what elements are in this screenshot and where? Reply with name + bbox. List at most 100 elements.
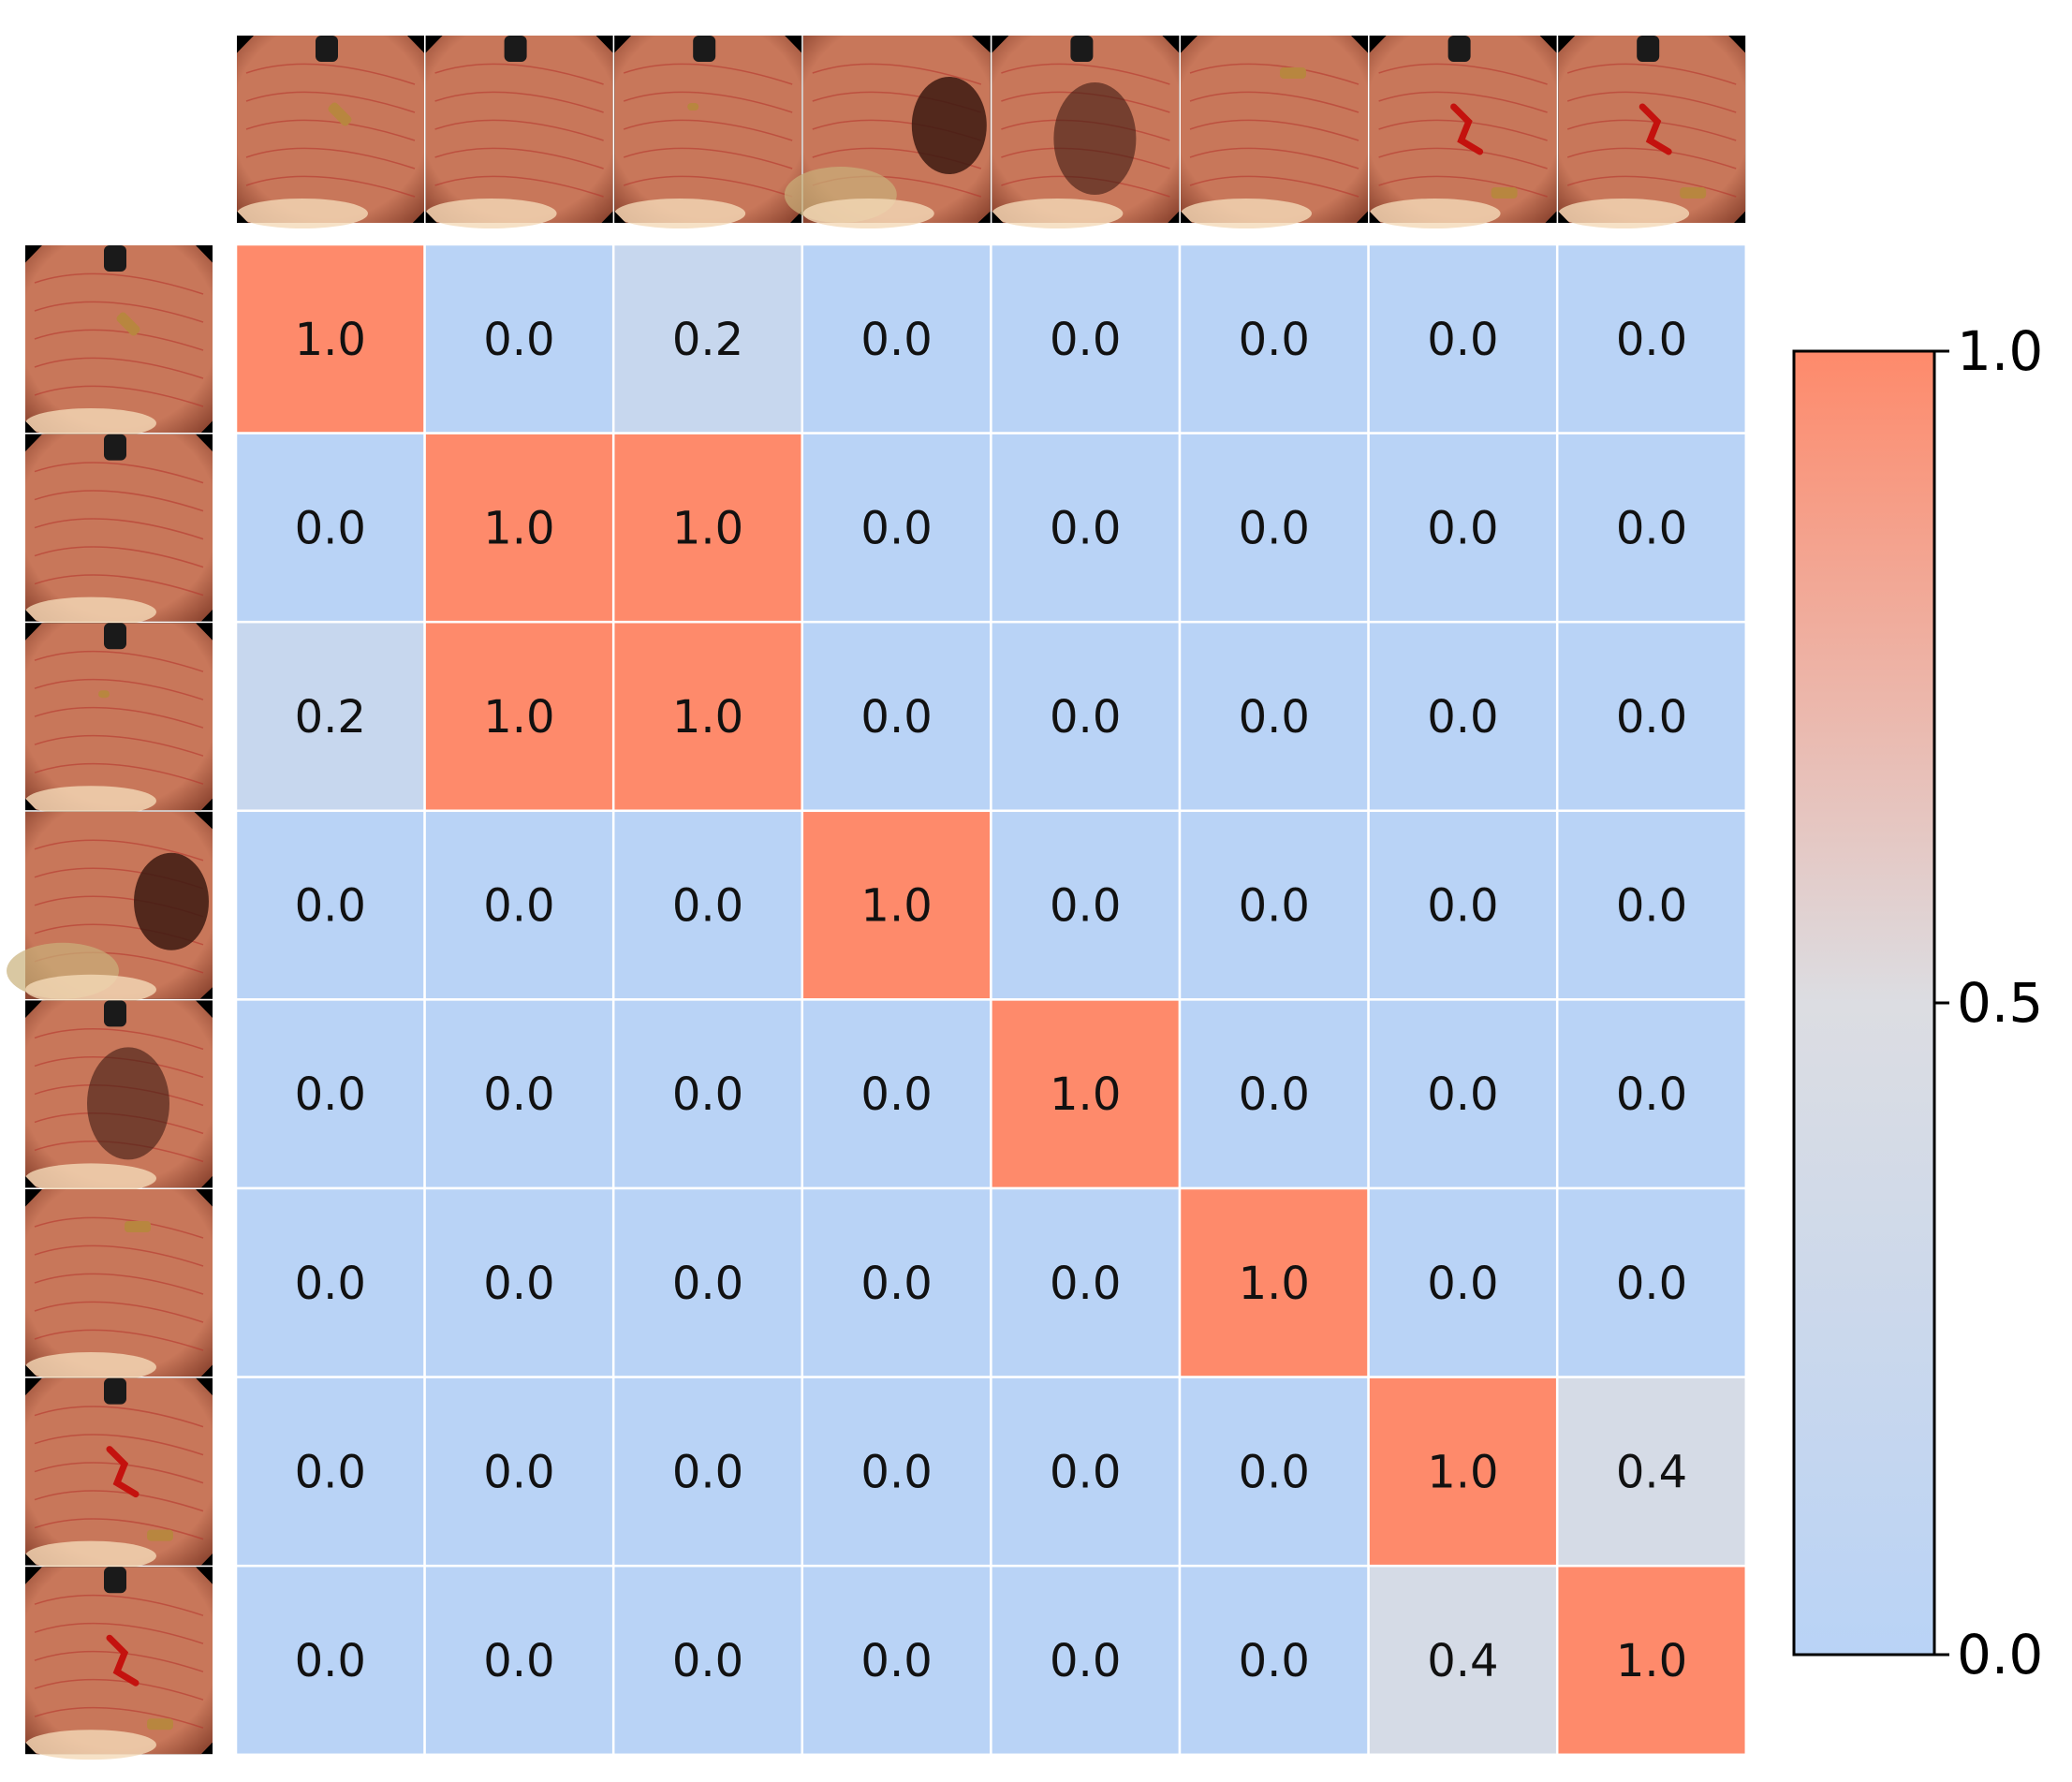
- heatmap-cell: 0.0: [990, 1564, 1182, 1757]
- cell-value-label: 0.0: [860, 314, 932, 366]
- cell-value-label: 0.0: [483, 1446, 554, 1498]
- heatmap-cell-rect: [611, 432, 804, 624]
- cell-value-label: 0.0: [1050, 691, 1121, 744]
- heatmap-cell-rect: [611, 1564, 804, 1757]
- heatmap-cell: 0.0: [1367, 1186, 1559, 1378]
- thumbnail-image: [614, 36, 802, 228]
- endoscopy-thumbnail: [237, 36, 424, 228]
- heatmap-cell: 0.0: [990, 1376, 1182, 1568]
- heatmap-cell: 0.0: [1555, 1186, 1748, 1378]
- cell-value-label: 0.0: [483, 1258, 554, 1310]
- heatmap-cell-rect: [1555, 1376, 1748, 1568]
- heatmap-cell-rect: [801, 809, 992, 1001]
- heatmap-cell-rect: [234, 620, 426, 813]
- endoscopy-thumbnail: [992, 36, 1180, 228]
- cell-value-label: 0.0: [295, 502, 366, 554]
- heatmap-cell: 0.0: [611, 809, 804, 1001]
- cell-value-label: 0.0: [672, 880, 743, 933]
- heatmap-cell: 0.0: [423, 998, 615, 1190]
- cell-value-label: 0.4: [1427, 1635, 1498, 1687]
- cell-value-label: 0.0: [1427, 1068, 1498, 1121]
- heatmap-cell: 1.0: [423, 620, 615, 813]
- cell-value-label: 0.0: [672, 1068, 743, 1121]
- colorbar-tick-label: 0.5: [1957, 971, 2043, 1035]
- cell-value-label: 0.0: [1427, 691, 1498, 744]
- heatmap-cell: 0.0: [423, 1376, 615, 1568]
- heatmap-cell: 0.0: [1555, 809, 1748, 1001]
- endoscopy-thumbnail: [25, 1377, 213, 1571]
- heatmap-cell-rect: [1555, 809, 1748, 1001]
- endoscopy-thumbnail: [25, 1189, 213, 1382]
- endoscopy-thumbnail: [25, 1567, 213, 1760]
- colorbar-gradient: [1792, 349, 1936, 1657]
- heatmap-cell-rect: [990, 809, 1182, 1001]
- endoscopy-thumbnail: [25, 1000, 213, 1194]
- heatmap-cell: 0.2: [611, 243, 804, 434]
- heatmap-cell: 0.0: [423, 1564, 615, 1757]
- cell-value-label: 0.0: [1239, 1446, 1310, 1498]
- heatmap-cell: 0.0: [990, 1186, 1182, 1378]
- heatmap-cell: 1.0: [1178, 1186, 1370, 1378]
- endoscopy-thumbnail: [25, 434, 213, 627]
- thumbnail-image: [25, 245, 213, 438]
- heatmap-cell: 0.0: [423, 243, 615, 434]
- colorbar-tick-label: 1.0: [1957, 319, 2043, 383]
- heatmap-cell: 0.0: [801, 998, 992, 1190]
- colorbar: 0.0 0.5 1.0: [1792, 319, 2043, 1686]
- cell-value-label: 0.0: [860, 1068, 932, 1121]
- heatmap-cell-rect: [234, 1564, 426, 1757]
- endoscopy-thumbnail: [1181, 36, 1368, 228]
- heatmap-cell-rect: [1555, 620, 1748, 813]
- heatmap-cell: 1.0: [801, 809, 992, 1001]
- cell-value-label: 0.4: [1616, 1446, 1687, 1498]
- thumbnail-image: [784, 36, 991, 228]
- heatmap-cell: 0.0: [234, 1376, 426, 1568]
- cell-value-label: 1.0: [1050, 1068, 1121, 1121]
- heatmap-cell: 0.0: [990, 243, 1182, 434]
- heatmap-cell: 1.0: [990, 998, 1182, 1190]
- cell-value-label: 0.0: [1427, 1258, 1498, 1310]
- heatmap-cell-rect: [1367, 243, 1559, 434]
- heatmap-cell: 0.4: [1555, 1376, 1748, 1568]
- endoscopy-thumbnail: [7, 811, 213, 1005]
- heatmap-cell: 0.0: [801, 432, 992, 624]
- heatmap-cell-rect: [611, 809, 804, 1001]
- heatmap-cell: 0.0: [234, 998, 426, 1190]
- cell-value-label: 0.0: [1616, 314, 1687, 366]
- heatmap-cell: 0.0: [423, 1186, 615, 1378]
- heatmap-cell: 0.0: [1178, 243, 1370, 434]
- cell-value-label: 1.0: [672, 691, 743, 744]
- thumbnail-image: [425, 36, 613, 228]
- heatmap-cell-rect: [611, 998, 804, 1190]
- cell-value-label: 0.0: [295, 1258, 366, 1310]
- cell-value-label: 0.0: [483, 1635, 554, 1687]
- heatmap-cell-rect: [990, 1564, 1182, 1757]
- heatmap-cell: 0.0: [801, 1186, 992, 1378]
- heatmap-cell: 0.0: [1178, 1564, 1370, 1757]
- heatmap-cell-rect: [234, 998, 426, 1190]
- heatmap-cell: 0.0: [990, 620, 1182, 813]
- heatmap-cell-rect: [1178, 998, 1370, 1190]
- heatmap-cell: 0.0: [1367, 620, 1559, 813]
- cell-value-label: 0.0: [1239, 1068, 1310, 1121]
- heatmap-cell-rect: [801, 243, 992, 434]
- heatmap-cell-rect: [423, 620, 615, 813]
- cell-value-label: 0.0: [1050, 880, 1121, 933]
- cell-value-label: 0.0: [295, 1068, 366, 1121]
- heatmap-cell: 0.0: [611, 1376, 804, 1568]
- colorbar-tick-label: 0.0: [1957, 1623, 2043, 1686]
- heatmap-cell-rect: [1367, 620, 1559, 813]
- heatmap-cell: 0.0: [611, 1564, 804, 1757]
- heatmap-cell: 0.0: [1178, 620, 1370, 813]
- endoscopy-thumbnail: [614, 36, 802, 228]
- cell-value-label: 0.0: [860, 1635, 932, 1687]
- heatmap-cell: 1.0: [611, 620, 804, 813]
- heatmap-cell: 0.2: [234, 620, 426, 813]
- cell-value-label: 0.0: [483, 314, 554, 366]
- heatmap-cell-rect: [1367, 998, 1559, 1190]
- heatmap-cell-rect: [611, 1186, 804, 1378]
- heatmap-cell: 0.0: [1178, 998, 1370, 1190]
- heatmap-cell: 0.0: [1555, 432, 1748, 624]
